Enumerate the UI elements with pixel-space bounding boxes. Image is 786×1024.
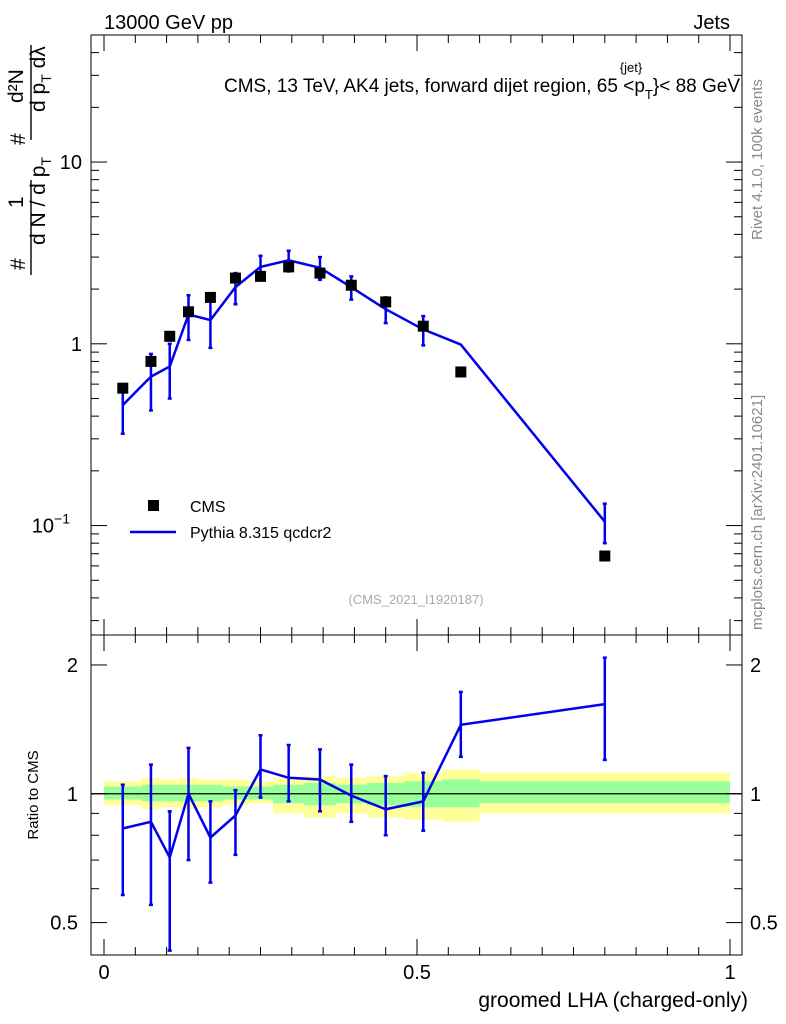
ylabel-num-sub: T bbox=[38, 74, 54, 83]
ylabel-hash-mid: # bbox=[7, 133, 30, 145]
cms-data-point bbox=[599, 550, 611, 562]
svg-text:d pT dλ: d pT dλ bbox=[27, 46, 54, 112]
ylabel-num-tail: dλ bbox=[27, 46, 50, 75]
ylabel-numerator-top: d²N bbox=[5, 69, 28, 103]
cms-data-point bbox=[314, 267, 326, 279]
pythia-curve bbox=[121, 259, 606, 523]
cms-data-point bbox=[183, 306, 195, 318]
ratio-xlabel: groomed LHA (charged-only) bbox=[478, 989, 748, 1012]
header-beam-label: 13000 GeV pp bbox=[104, 12, 233, 34]
legend: CMS Pythia 8.315 qcdcr2 bbox=[130, 499, 332, 542]
cms-data-point bbox=[255, 270, 266, 282]
ratio-ytick-label-left: 0.5 bbox=[50, 913, 78, 935]
legend-pythia-label: Pythia 8.315 qcdcr2 bbox=[190, 525, 332, 542]
header: 13000 GeV pp Jets bbox=[104, 12, 730, 34]
cms-data-point bbox=[204, 291, 216, 303]
ylabel-hash-left: # bbox=[7, 258, 30, 270]
mcplots-label: mcplots.cern.ch [arXiv:2401.10621] bbox=[749, 395, 766, 630]
title-sup-text: {jet} bbox=[620, 60, 643, 75]
cms-data-point bbox=[145, 355, 157, 367]
ratio-ytick-label-left: 1 bbox=[67, 784, 78, 806]
ratio-curve bbox=[122, 702, 605, 861]
cms-data-point bbox=[417, 320, 429, 332]
main-ytick-label: 1 bbox=[71, 334, 82, 356]
side-labels: Rivet 4.1.0, 100k events mcplots.cern.ch… bbox=[749, 79, 766, 630]
header-process-label: Jets bbox=[693, 12, 730, 34]
ratio-xtick-label: 1 bbox=[724, 962, 735, 984]
ylabel-denominator: d N / d p bbox=[27, 166, 50, 245]
main-ytick-label-exponent: −1 bbox=[54, 511, 70, 527]
ratio-band-green bbox=[160, 784, 180, 802]
analysis-watermark: (CMS_2021_I1920187) bbox=[348, 592, 483, 607]
ylabel-numerator-bottom: d p bbox=[27, 83, 50, 112]
svg-text:CMS, 13 TeV, AK4 jets, forward: CMS, 13 TeV, AK4 jets, forward dijet reg… bbox=[224, 76, 740, 102]
ratio-xtick-label: 0 bbox=[98, 962, 109, 984]
main-ytick-label: 10 bbox=[60, 152, 82, 174]
main-title: CMS, 13 TeV, AK4 jets, forward dijet reg… bbox=[224, 60, 740, 102]
ratio-ytick-label-left: 2 bbox=[67, 655, 78, 677]
ratio-ytick-label-right: 0.5 bbox=[750, 913, 778, 935]
rivet-label: Rivet 4.1.0, 100k events bbox=[749, 79, 766, 240]
cms-data-point bbox=[345, 279, 357, 291]
cms-data-point bbox=[455, 366, 467, 378]
ratio-ytick-label-right: 1 bbox=[750, 784, 761, 806]
ylabel-one: 1 bbox=[5, 196, 28, 208]
main-ytick-label: 10−1 bbox=[32, 511, 70, 538]
svg-text:d N / d pT: d N / d pT bbox=[27, 157, 54, 245]
title-sub-text: T bbox=[645, 87, 653, 102]
ratio-xtick-label: 0.5 bbox=[403, 962, 431, 984]
legend-cms-label: CMS bbox=[190, 499, 226, 516]
cms-data-point bbox=[229, 272, 241, 284]
cms-data-point bbox=[380, 296, 392, 308]
ratio-band-green bbox=[197, 784, 223, 802]
ratio-ytick-label-right: 2 bbox=[750, 655, 761, 677]
cms-data-point bbox=[283, 261, 295, 273]
title-main-text: CMS, 13 TeV, AK4 jets, forward dijet reg… bbox=[224, 76, 645, 97]
cms-data-point bbox=[164, 330, 176, 342]
title-tail-text: }< 88 GeV bbox=[653, 76, 740, 97]
main-ylabel: # 1 d N / d pT # d²N d pT dλ bbox=[5, 45, 54, 275]
ratio-band-green bbox=[479, 781, 730, 804]
legend-cms-marker bbox=[148, 500, 159, 511]
ratio-ylabel: Ratio to CMS bbox=[25, 750, 42, 839]
ylabel-den-sub: T bbox=[38, 157, 54, 166]
cms-data-point bbox=[117, 382, 129, 394]
